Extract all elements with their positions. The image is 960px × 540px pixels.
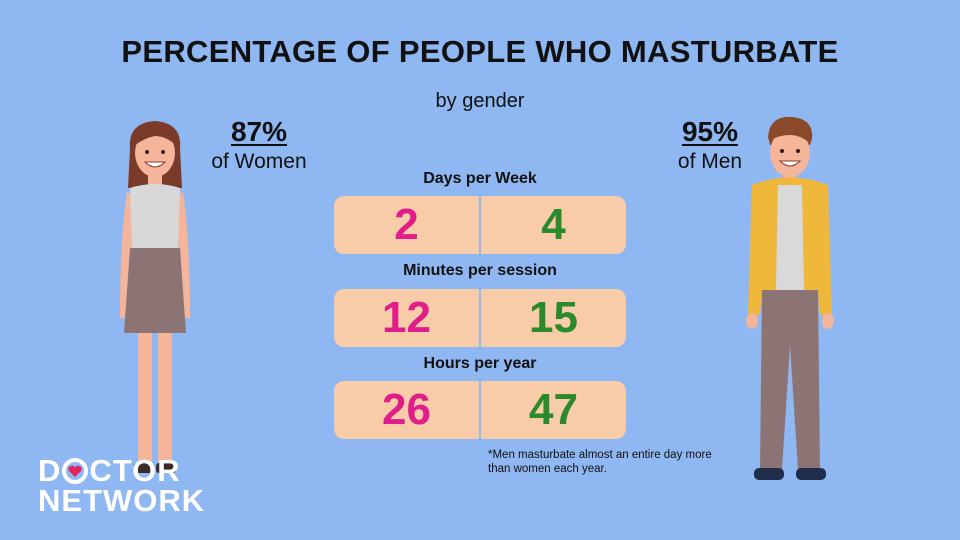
logo-letters-ctor: CTOR [89,453,181,488]
women-days-value: 2 [394,200,419,249]
women-stat: 87% of Women [202,116,316,174]
doctor-network-logo: D CTOR NETWORK [38,453,206,518]
men-minutes-value: 15 [529,293,578,342]
men-days-value: 4 [541,200,566,249]
divider [479,289,481,347]
logo-letter-d: D [38,453,62,488]
metric-row-days: 2 4 [334,196,626,254]
women-minutes-value: 12 [382,293,431,342]
metric-label-hours: Hours per year [423,355,537,372]
men-stat: 95% of Men [668,116,752,174]
women-hours-value: 26 [382,385,431,434]
men-label: of Men [677,150,743,173]
women-percent: 87% [230,116,288,147]
metric-label-minutes: Minutes per session [403,262,557,279]
men-percent: 95% [681,116,739,147]
page-title: PERCENTAGE OF PEOPLE WHO MASTURBATE [121,34,839,69]
heart-icon [62,458,89,484]
woman-figure-icon [120,121,190,473]
metric-row-minutes: 12 15 [334,289,626,347]
divider [479,381,481,439]
man-figure-icon [746,116,834,480]
metric-row-hours: 26 47 [334,381,626,439]
divider [479,196,481,254]
footnote: *Men masturbate almost an entire day mor… [488,449,712,475]
logo-line-network: NETWORK [38,483,206,518]
men-hours-value: 47 [529,385,578,434]
page-subtitle: by gender [435,90,525,112]
metric-label-days: Days per Week [423,170,537,187]
women-label: of Women [211,150,307,173]
